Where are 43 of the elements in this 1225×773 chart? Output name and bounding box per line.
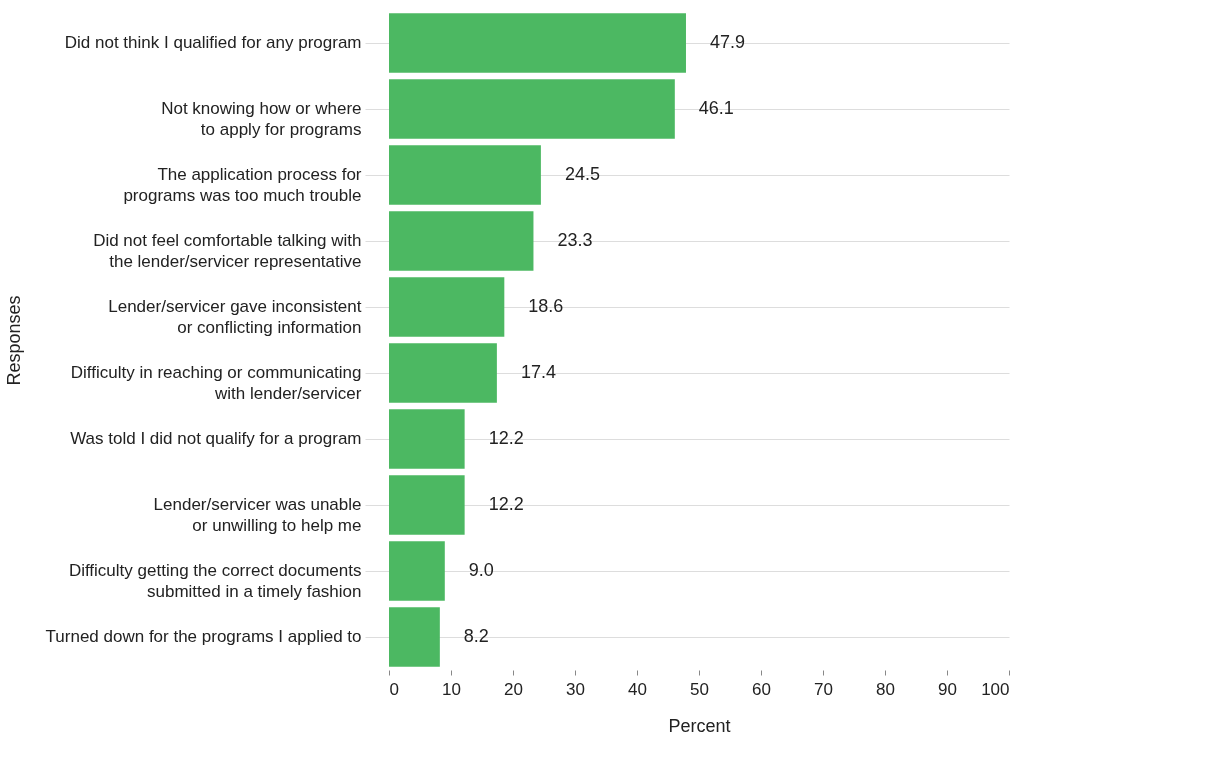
y-tick-label: Did not think I qualified for any program bbox=[64, 33, 362, 52]
x-tick-label: 50 bbox=[690, 679, 709, 699]
y-tick-label: Did not feel comfortable talking with the lender/servicer representative bbox=[93, 231, 362, 271]
x-tick-label: 90 bbox=[938, 679, 957, 699]
bar bbox=[389, 475, 465, 535]
bar bbox=[389, 409, 465, 469]
y-tick-label: Lender/servicer was unable or unwilling to help me bbox=[153, 495, 362, 535]
bar bbox=[389, 145, 541, 205]
y-tick-label: Lender/servicer gave inconsistent or conflicting information bbox=[108, 297, 362, 337]
bar bbox=[389, 343, 497, 403]
data-label: 24.5 bbox=[564, 164, 600, 184]
bar bbox=[389, 607, 440, 667]
bar bbox=[389, 277, 505, 337]
x-tick-label: 30 bbox=[566, 679, 585, 699]
data-label: 47.9 bbox=[709, 32, 746, 52]
data-label: 18.6 bbox=[528, 296, 564, 316]
x-tick-label: 10 bbox=[442, 679, 461, 699]
data-label: 9.0 bbox=[468, 560, 494, 580]
bar bbox=[389, 79, 675, 139]
x-tick-label: 70 bbox=[814, 679, 833, 699]
bar bbox=[389, 13, 686, 73]
y-tick-label: Difficulty getting the correct documents submitted in a timely fashion bbox=[68, 561, 362, 601]
data-label: 17.4 bbox=[520, 362, 556, 382]
x-tick-label: 20 bbox=[504, 679, 523, 699]
x-tick-label: 80 bbox=[876, 679, 895, 699]
x-tick-label: 0 bbox=[389, 679, 399, 699]
bar bbox=[389, 541, 445, 601]
x-axis-title: Percent bbox=[668, 715, 731, 736]
y-tick-label: The application process for programs was too much trouble bbox=[123, 165, 362, 205]
data-label: 23.3 bbox=[557, 230, 593, 250]
x-tick-label: 100 bbox=[981, 679, 1010, 699]
y-axis-title: Responses bbox=[3, 295, 24, 386]
data-label: 46.1 bbox=[698, 98, 734, 118]
y-tick-label: Turned down for the programs I applied to bbox=[45, 627, 362, 646]
data-label: 8.2 bbox=[463, 626, 489, 646]
x-tick-label: 60 bbox=[752, 679, 771, 699]
bar bbox=[389, 211, 534, 271]
data-label: 12.2 bbox=[488, 494, 524, 514]
x-tick-label: 40 bbox=[628, 679, 647, 699]
y-tick-label: Not knowing how or where to apply for programs bbox=[161, 99, 362, 139]
y-tick-label: Difficulty in reaching or communicating with lender/servicer bbox=[70, 363, 362, 403]
y-tick-label: Was told I did not qualify for a program bbox=[70, 429, 362, 448]
data-label: 12.2 bbox=[488, 428, 524, 448]
